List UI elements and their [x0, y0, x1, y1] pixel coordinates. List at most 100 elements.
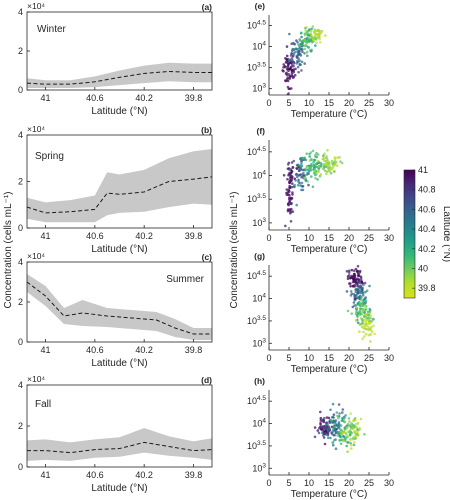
- scatter-point: [351, 284, 355, 288]
- x-tick-label: 5: [286, 233, 291, 243]
- scatter-point: [317, 170, 320, 174]
- right-column-y-axis-label: Concentration (cells mL⁻¹): [229, 192, 240, 309]
- y-tick-label: 0: [18, 337, 23, 347]
- scatter-point: [349, 284, 352, 288]
- scatter-point: [365, 324, 369, 328]
- scatter-point: [348, 282, 351, 285]
- scatter-point: [361, 337, 364, 341]
- scatter-point: [290, 177, 294, 181]
- x-tick-label: 10: [304, 478, 314, 488]
- range-band: [27, 148, 212, 223]
- scatter-point: [347, 430, 350, 434]
- scatter-point: [358, 270, 362, 274]
- y-multiplier: ×10⁴: [27, 124, 45, 134]
- scatter-point: [287, 190, 291, 193]
- scatter-point: [288, 208, 292, 211]
- scatter-point: [335, 427, 339, 431]
- scatter-point: [322, 154, 325, 157]
- y-tick-label: 103.5: [247, 193, 266, 204]
- scatter-point: [331, 430, 335, 433]
- scatter-point: [347, 271, 351, 274]
- scatter-point: [354, 267, 358, 271]
- scatter-point: [363, 327, 367, 331]
- scatter-point: [359, 275, 363, 279]
- scatter-point: [305, 41, 309, 44]
- scatter-point: [296, 60, 299, 63]
- scatter-point: [373, 332, 377, 336]
- scatter-point: [338, 156, 341, 159]
- scatter-point: [332, 413, 336, 417]
- scatter-point: [313, 36, 317, 39]
- scatter-point: [319, 423, 322, 426]
- scatter-point: [360, 322, 364, 325]
- scatter-point: [313, 169, 317, 172]
- scatter-point: [303, 62, 307, 65]
- panel-label: (c): [202, 252, 213, 262]
- scatter-point: [308, 38, 312, 42]
- scatter-point: [300, 31, 303, 35]
- x-tick-label: 40.6: [86, 345, 104, 355]
- scatter-point: [353, 431, 357, 435]
- scatter-point: [290, 58, 294, 61]
- scatter-point: [320, 29, 324, 33]
- scatter-point: [288, 168, 292, 172]
- scatter-point: [350, 447, 353, 450]
- x-tick-label: 10: [304, 233, 314, 243]
- scatter-point: [295, 55, 299, 59]
- scatter-point: [284, 61, 288, 64]
- scatter-point: [369, 317, 373, 320]
- scatter-point: [361, 307, 364, 311]
- y-tick-label: 103: [252, 462, 266, 473]
- scatter-point: [346, 422, 350, 426]
- scatter-point: [364, 290, 367, 294]
- scatter-point: [321, 431, 324, 435]
- scatter-point: [360, 281, 363, 284]
- colorbar-tick-label: 40.6: [418, 204, 436, 214]
- x-tick-label: 15: [324, 233, 334, 243]
- scatter-point: [365, 289, 369, 293]
- x-tick-label: 40.2: [135, 93, 153, 103]
- scatter-point: [313, 435, 317, 439]
- scatter-point: [289, 210, 293, 214]
- x-tick-label: 10: [304, 98, 314, 108]
- scatter-point: [356, 315, 359, 319]
- colorbar-tick-label: 41: [418, 165, 428, 175]
- scatter-point: [355, 308, 358, 312]
- scatter-point: [327, 416, 331, 420]
- scatter-point: [285, 188, 289, 191]
- scatter-point: [326, 149, 329, 152]
- scatter-point: [332, 416, 335, 419]
- range-band: [27, 62, 212, 89]
- scatter-point: [300, 35, 303, 39]
- y-tick-label: 103: [252, 83, 266, 94]
- x-tick-label: 41: [40, 231, 50, 241]
- scatter-point: [342, 431, 345, 434]
- scatter-point: [286, 65, 290, 68]
- scatter-point: [314, 163, 318, 166]
- scatter-point: [306, 166, 310, 169]
- scatter-point: [288, 67, 292, 71]
- y-tick-label: 104.5: [247, 395, 266, 406]
- scatter-point: [319, 416, 323, 420]
- scatter-point: [368, 311, 372, 315]
- scatter-point: [331, 402, 335, 406]
- scatter-point: [367, 333, 371, 337]
- scatter-point: [295, 203, 299, 207]
- scatter-point: [327, 169, 330, 173]
- scatter-point: [310, 49, 313, 53]
- scatter-point: [317, 431, 321, 435]
- scatter-point: [332, 425, 336, 429]
- colorbar-tick-label: 40: [418, 263, 428, 273]
- x-axis-label: Temperature (°C): [291, 109, 368, 120]
- x-tick-label: 25: [364, 353, 374, 363]
- scatter-point: [291, 193, 294, 196]
- x-tick-label: 41: [40, 345, 50, 355]
- panel-f: 0 5 10 15 20 25 30 103 103.5 104 104.5 (f) Temperatu…: [247, 126, 394, 255]
- scatter-point: [290, 87, 293, 90]
- scatter-point: [301, 168, 304, 172]
- scatter-point: [311, 185, 315, 188]
- scatter-point: [282, 174, 286, 177]
- scatter-point: [315, 41, 318, 45]
- x-tick-label: 20: [344, 98, 354, 108]
- scatter-point: [349, 412, 353, 416]
